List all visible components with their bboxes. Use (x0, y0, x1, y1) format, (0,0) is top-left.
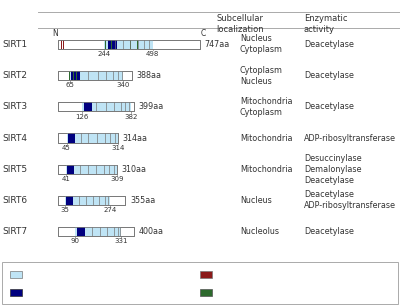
Bar (104, 40, 106, 49)
Bar (58, 102, 134, 111)
Bar (10, 289, 22, 296)
Bar (137, 40, 138, 49)
Bar (66, 133, 118, 143)
Text: SIRT2: SIRT2 (2, 71, 27, 80)
Text: 35: 35 (60, 207, 69, 213)
Bar (58, 133, 118, 143)
Bar (58, 165, 117, 174)
Text: Mitochondria: Mitochondria (240, 133, 292, 143)
Bar (58, 196, 126, 205)
Bar (10, 271, 22, 278)
Text: Conserved catayctic domain: Conserved catayctic domain (28, 270, 137, 279)
Bar (66, 196, 73, 205)
Text: 747aa: 747aa (205, 40, 230, 49)
Bar (68, 133, 75, 143)
Text: 314: 314 (111, 145, 124, 151)
Bar (58, 40, 200, 49)
Bar (58, 133, 118, 143)
Bar (61, 40, 62, 49)
Text: 274: 274 (104, 207, 117, 213)
Text: Deacetylase: Deacetylase (304, 71, 354, 80)
Text: SIRT6: SIRT6 (2, 196, 27, 205)
Text: 126: 126 (75, 114, 89, 120)
Text: 331: 331 (114, 238, 128, 244)
Bar (77, 227, 85, 236)
Bar (200, 289, 212, 296)
Text: Nuclear localization signal: Nuclear localization signal (218, 270, 319, 279)
Text: NAD binding region: NAD binding region (28, 288, 103, 297)
Text: Nucleus
Cytoplasm: Nucleus Cytoplasm (240, 34, 283, 54)
Text: 400aa: 400aa (139, 227, 164, 236)
Text: 340: 340 (116, 82, 129, 88)
Bar (111, 40, 112, 49)
Bar (82, 102, 131, 111)
Text: Cytoplasm
Nucleus: Cytoplasm Nucleus (240, 65, 283, 86)
Text: SIRT5: SIRT5 (2, 165, 27, 174)
Text: 399aa: 399aa (139, 102, 164, 111)
Bar (65, 196, 110, 205)
Bar (70, 71, 123, 80)
Text: 355aa: 355aa (130, 196, 156, 205)
Bar (58, 71, 132, 80)
Text: Deacetylase: Deacetylase (304, 40, 354, 49)
Text: 388aa: 388aa (136, 71, 162, 80)
Bar (75, 227, 121, 236)
Bar (58, 227, 134, 236)
Text: Nucleus: Nucleus (240, 196, 272, 205)
Bar (200, 271, 212, 278)
Bar (76, 71, 77, 80)
Text: Deacetylase
ADP-ribosyltransferase: Deacetylase ADP-ribosyltransferase (304, 190, 396, 211)
Text: Nucleolus: Nucleolus (240, 227, 279, 236)
Text: Mitochondria: Mitochondria (240, 165, 292, 174)
Text: Nuclear export signal: Nuclear export signal (218, 288, 300, 297)
Bar (58, 227, 134, 236)
Bar (73, 71, 74, 80)
Bar (84, 102, 92, 111)
Bar (71, 71, 80, 80)
Text: 65: 65 (66, 82, 75, 88)
Text: 309: 309 (110, 176, 124, 182)
Bar (108, 40, 117, 49)
Bar (58, 71, 132, 80)
Text: SIRT1: SIRT1 (2, 40, 27, 49)
Bar (66, 165, 117, 174)
Text: 382: 382 (124, 114, 137, 120)
Bar (2, 262, 398, 304)
Text: SIRT7: SIRT7 (2, 227, 27, 236)
Text: Enzymatic
activity: Enzymatic activity (304, 14, 348, 34)
Bar (58, 196, 126, 205)
Bar (62, 40, 64, 49)
Bar (67, 165, 74, 174)
Text: 90: 90 (71, 238, 80, 244)
Text: N: N (52, 29, 58, 38)
Text: Subcellular
localization: Subcellular localization (216, 14, 264, 34)
Text: 45: 45 (62, 145, 71, 151)
Text: Deacetylase: Deacetylase (304, 102, 354, 111)
Text: Mitochondria
Cytoplasm: Mitochondria Cytoplasm (240, 97, 292, 117)
Text: Desuccinylase
Demalonylase
Deacetylase: Desuccinylase Demalonylase Deacetylase (304, 154, 362, 185)
Text: 310aa: 310aa (122, 165, 147, 174)
Text: 41: 41 (61, 176, 70, 182)
Text: C: C (200, 29, 206, 38)
Text: SIRT4: SIRT4 (2, 133, 27, 143)
Bar (130, 40, 131, 49)
Text: ADP-ribosyltransferase: ADP-ribosyltransferase (304, 133, 396, 143)
Text: SIRT3: SIRT3 (2, 102, 27, 111)
Text: 314aa: 314aa (122, 133, 148, 143)
Text: Deacetylase: Deacetylase (304, 227, 354, 236)
Text: 498: 498 (146, 51, 159, 57)
Bar (58, 102, 134, 111)
Text: 244: 244 (98, 51, 111, 57)
Bar (58, 165, 117, 174)
Bar (104, 40, 153, 49)
Bar (58, 40, 200, 49)
